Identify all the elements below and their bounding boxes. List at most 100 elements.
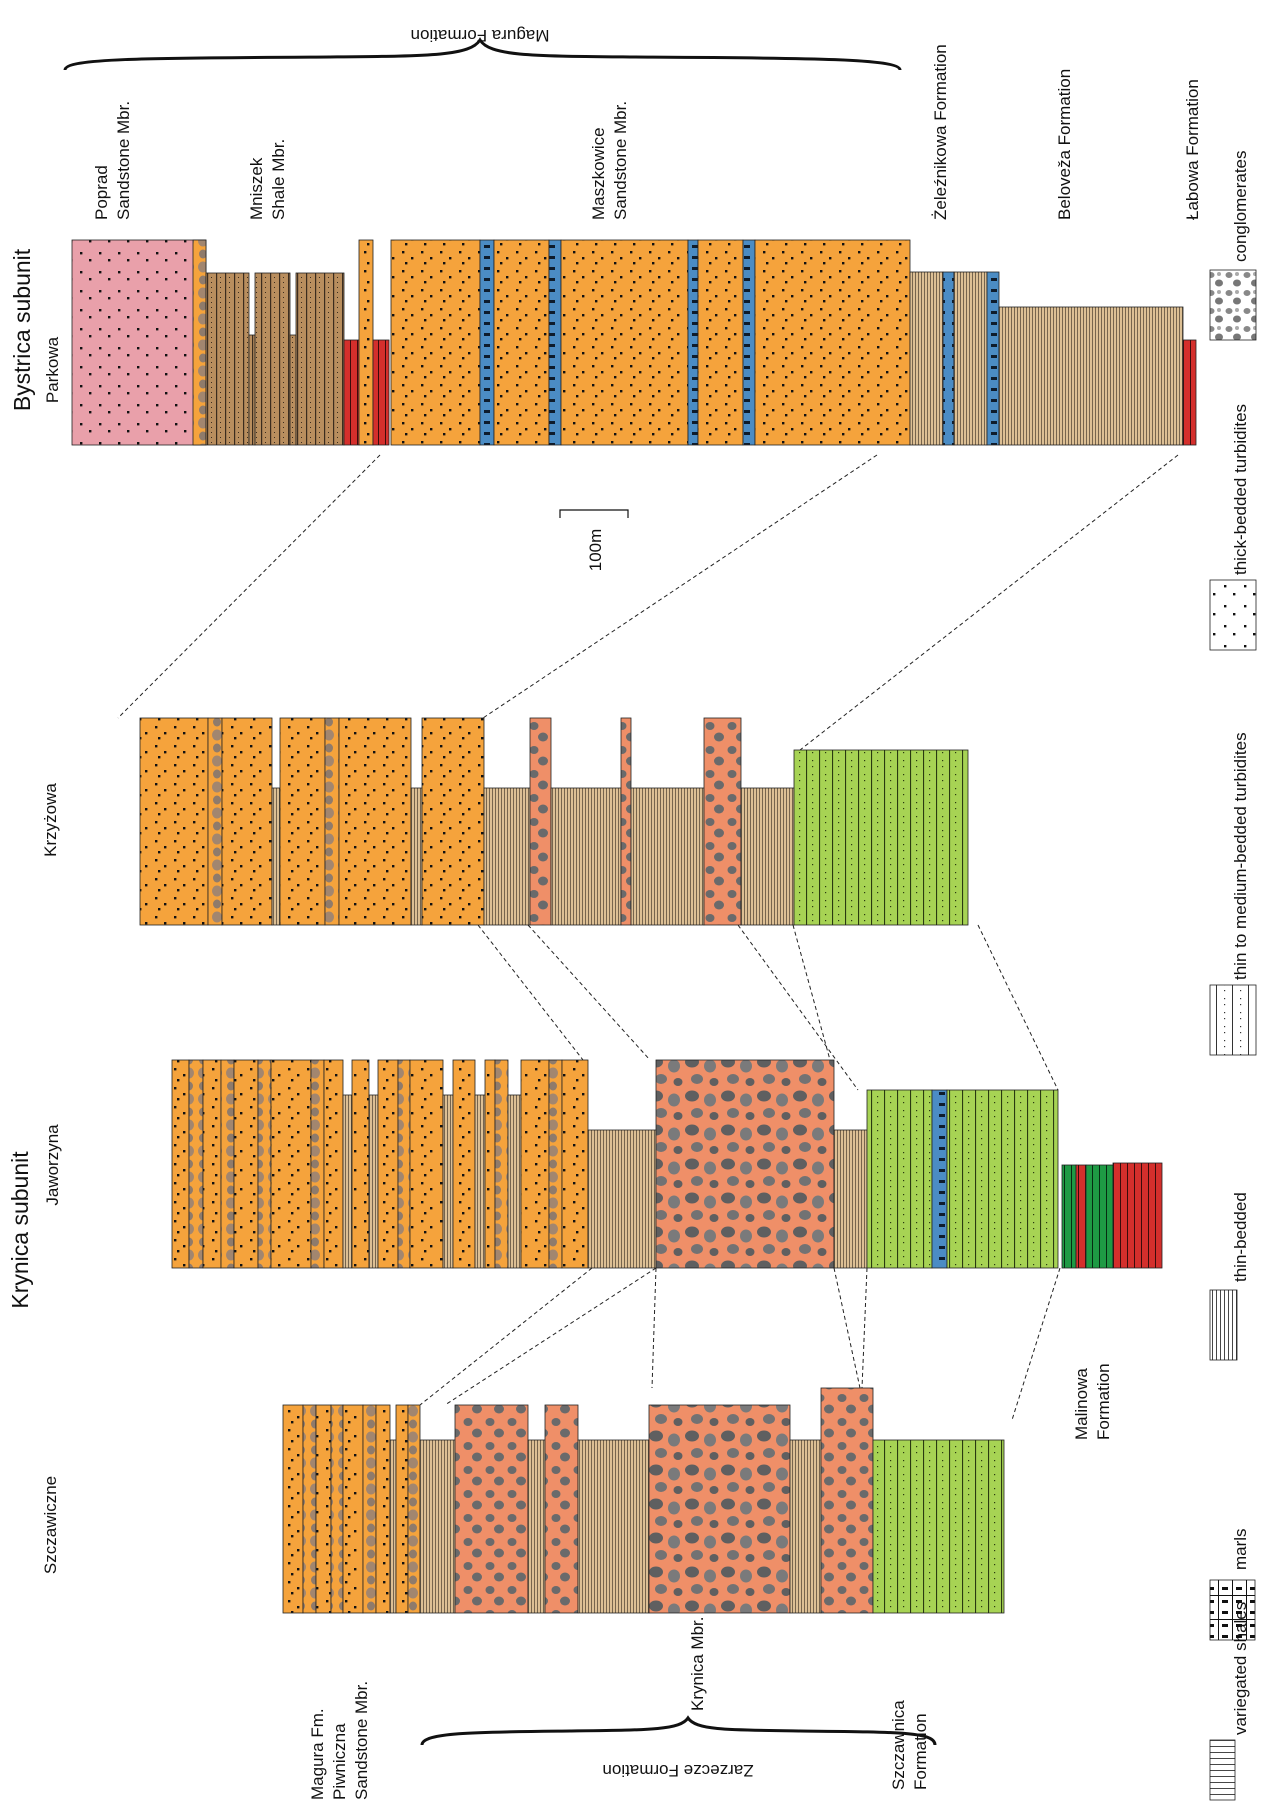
szczawnica-label-line2: Formation	[911, 1713, 930, 1790]
szczawnica-turbidite-bed	[872, 1439, 1005, 1614]
marl-bed	[942, 271, 955, 446]
sandstone-bed	[377, 1059, 399, 1269]
legend-swatch-thin-bedded	[1209, 1289, 1238, 1361]
mniszek-shale-bed	[205, 272, 250, 446]
legend-label-thin-to-medium-turbidites: thin to medium-bedded turbidites	[1231, 732, 1250, 980]
conglomerate-lens	[330, 1404, 344, 1614]
conglomerate-lens	[188, 1059, 204, 1269]
correlation-line	[651, 1267, 657, 1389]
correlation-line	[792, 924, 831, 1061]
thin-bed	[483, 787, 531, 926]
maszkowice-label-line2: Sandstone Mbr.	[611, 101, 630, 220]
thin-bed	[577, 1439, 650, 1614]
maszkowice-sandstone-bed	[390, 239, 481, 446]
sandstone-bed	[342, 1404, 364, 1614]
conglomerate-lens	[220, 1059, 235, 1269]
krynica-subunit-label: Krynica subunit	[7, 1151, 33, 1309]
conglomerate-lens	[310, 1059, 325, 1269]
thin-to-medium-turbidite-bed	[866, 1089, 933, 1269]
krynica-conglomerate-bed	[655, 1059, 835, 1269]
parkowa-column	[71, 239, 1197, 446]
sandstone-bed	[279, 717, 326, 926]
krzyzowa-column	[139, 717, 969, 926]
sandstone-bed	[315, 1404, 332, 1614]
sandstone-bed	[282, 1404, 304, 1614]
krynica-conglomerate-bed	[648, 1404, 791, 1614]
variegated-shale-bed	[1112, 1162, 1163, 1269]
magura-formation-label: Magura Formation	[411, 26, 550, 45]
conglomerate-bed	[454, 1404, 529, 1614]
malinowa-label-line1: Malinowa	[1072, 1368, 1091, 1440]
maszkowice-sandstone-bed	[560, 239, 689, 446]
krzyzowa-section-label: Krzyżowa	[41, 783, 60, 857]
correlation-line	[861, 1267, 868, 1389]
sandstone-bed	[409, 1059, 444, 1269]
marl-bed	[548, 239, 562, 446]
sandstone-bed	[351, 1059, 370, 1269]
conglomerate-lens	[397, 1059, 411, 1269]
sandstone-bed	[270, 1059, 312, 1269]
zeleznikowa-thin-bed	[953, 271, 988, 446]
correlation-line	[977, 924, 1059, 1091]
legend-label-conglomerates: conglomerates	[1231, 150, 1250, 262]
bystrica-subunit-label: Bystrica subunit	[9, 248, 35, 411]
mniszek-label-line2: Shale Mbr.	[269, 139, 288, 220]
conglomerate-lens	[407, 1404, 421, 1614]
legend-label-thick-bedded-turbidites: thick-bedded turbidites	[1231, 404, 1250, 575]
variegated-shale-bed	[1075, 1164, 1087, 1269]
conglomerate-lens	[302, 1404, 317, 1614]
conglomerate-lens	[192, 239, 207, 446]
legend-label-marls: marls	[1231, 1528, 1250, 1570]
thin-bed	[833, 1129, 868, 1269]
mniszek-shale-bed	[295, 272, 345, 446]
sandstone-bed	[171, 1059, 190, 1269]
thin-bed	[442, 1094, 454, 1269]
correlation-line	[444, 1267, 657, 1406]
jaworzyna-column	[171, 1059, 1163, 1269]
green-shale-bed	[1085, 1164, 1114, 1269]
correlation-line	[737, 924, 859, 1091]
thin-bed	[527, 1439, 546, 1614]
conglomerate-lens	[548, 1059, 563, 1269]
thin-bed	[550, 787, 622, 926]
thin-bed	[342, 1094, 353, 1269]
legend-swatch-marls	[1209, 1579, 1256, 1641]
conglomerate-lens	[324, 717, 340, 926]
sandstone-bed	[338, 717, 412, 926]
legend-label-variegated-shales: variegated shales	[1231, 1602, 1250, 1735]
magura-formation-brace	[63, 37, 902, 71]
legend	[1209, 269, 1257, 1801]
legend-swatch-thick-bedded-turbidites	[1209, 579, 1257, 651]
krynica-mbr-label: Krynica Mbr.	[688, 1617, 707, 1711]
correlation-line	[419, 1267, 593, 1406]
conglomerate-lens	[494, 1059, 509, 1269]
legend-swatch-conglomerates	[1209, 269, 1257, 341]
thin-to-medium-turbidite-bed	[946, 1089, 1059, 1269]
zarzecze-formation-label: Zarzecze Formation	[602, 1761, 753, 1780]
legend-label-thin-bedded: thin-bedded	[1231, 1192, 1250, 1282]
correlation-lines	[117, 454, 1179, 1421]
conglomerate-lens	[362, 1404, 377, 1614]
sandstone-bed	[484, 1059, 496, 1269]
sandstone-bed	[139, 717, 209, 926]
szczawiczne-column	[282, 1387, 1005, 1614]
beloveza-thin-bed	[998, 306, 1184, 446]
maszkowice-sandstone-bed	[754, 239, 911, 446]
thin-bed	[630, 787, 705, 926]
sandstone-bed	[561, 1059, 589, 1269]
sandstone-bed	[358, 239, 374, 446]
scale-label: 100m	[586, 529, 605, 572]
conglomerate-bed	[529, 717, 552, 926]
marl-bed	[742, 239, 756, 446]
thin-bed	[419, 1439, 456, 1614]
sandstone-bed	[221, 717, 273, 926]
poprad-label-line2: Sandstone Mbr.	[114, 101, 133, 220]
sandstone-bed	[233, 1059, 259, 1269]
variegated-shale-bed	[372, 339, 390, 446]
marl-bed	[931, 1089, 948, 1269]
thin-bed	[789, 1439, 822, 1614]
thin-bed	[587, 1129, 657, 1269]
correlation-line	[482, 454, 878, 719]
sandstone-bed	[421, 717, 485, 926]
